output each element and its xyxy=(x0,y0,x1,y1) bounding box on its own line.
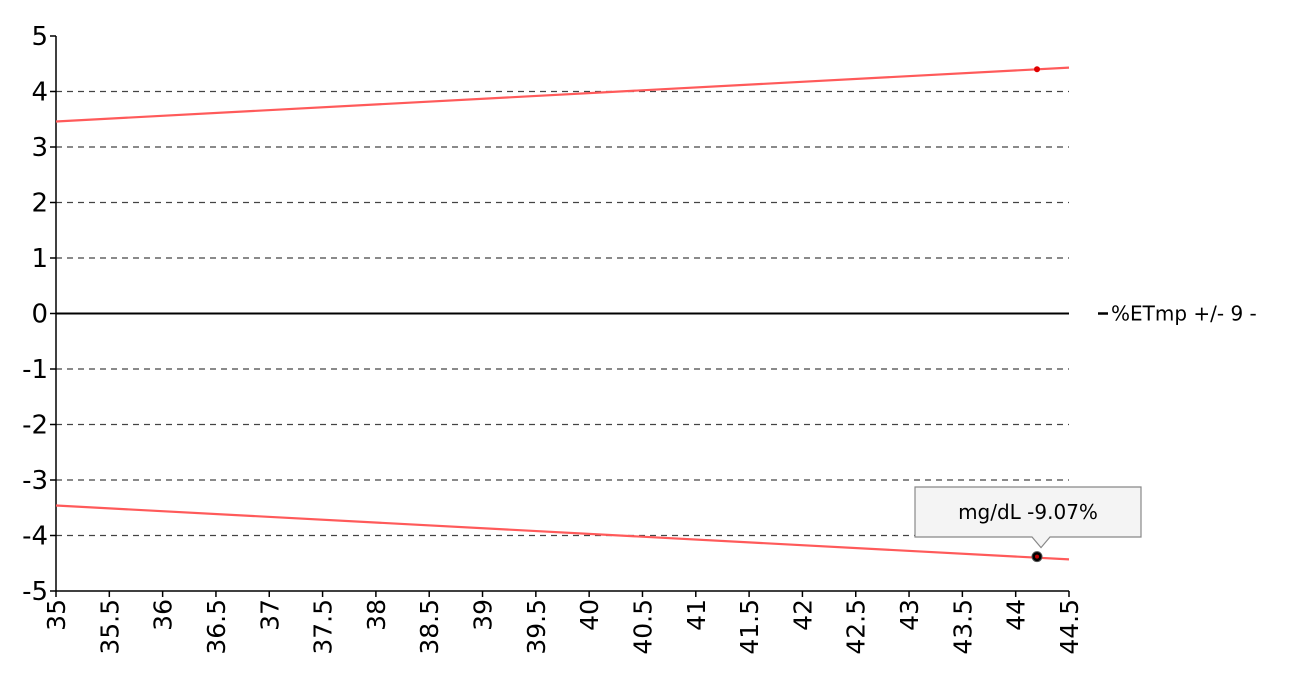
x-tick-label: 44.5 xyxy=(1055,599,1084,655)
x-tick-label: 35 xyxy=(42,599,71,631)
y-tick-label: -2 xyxy=(22,411,48,441)
y-tick-label: -5 xyxy=(22,577,48,607)
x-tick-label: 35.5 xyxy=(95,599,124,655)
y-tick-label: 2 xyxy=(31,189,48,219)
y-tick-label: -4 xyxy=(22,522,48,552)
upper-limit-line xyxy=(55,66,1070,123)
x-tick-label: 44 xyxy=(1002,599,1031,631)
x-tick-label: 38.5 xyxy=(415,599,444,655)
x-tick-label: 36.5 xyxy=(202,599,231,655)
y-tick-label: 3 xyxy=(31,133,48,163)
x-tick-label: 43 xyxy=(895,599,924,631)
x-tick-label: 40.5 xyxy=(628,599,657,655)
x-tick-label: 39 xyxy=(469,599,498,631)
x-tick-label: 37 xyxy=(255,599,284,631)
x-tick-label: 40 xyxy=(575,599,604,631)
y-tick-label: 0 xyxy=(31,300,48,330)
x-tick-label: 41 xyxy=(682,599,711,631)
x-tick-label: 42.5 xyxy=(842,599,871,655)
legend-label: %ETmp +/- 9 - xyxy=(1111,302,1257,326)
y-tick-label: 1 xyxy=(31,244,48,274)
highlighted-point-center xyxy=(1035,554,1040,559)
y-tick-label: -3 xyxy=(22,466,48,496)
x-tick-label: 42 xyxy=(788,599,817,631)
data-point xyxy=(1034,66,1041,73)
y-tick-label: -1 xyxy=(22,355,48,385)
y-tick-label: 4 xyxy=(31,78,48,108)
y-tick-label: 5 xyxy=(31,22,48,52)
x-tick-label: 36 xyxy=(149,599,178,631)
lower-limit-line xyxy=(55,504,1070,561)
x-tick-label: 43.5 xyxy=(948,599,977,655)
x-tick-label: 39.5 xyxy=(522,599,551,655)
tooltip-box xyxy=(914,486,1142,549)
tooltip-label: mg/dL -9.07% xyxy=(958,500,1098,524)
x-tick-label: 41.5 xyxy=(735,599,764,655)
x-tick-label: 38 xyxy=(362,599,391,631)
x-tick-label: 37.5 xyxy=(309,599,338,655)
